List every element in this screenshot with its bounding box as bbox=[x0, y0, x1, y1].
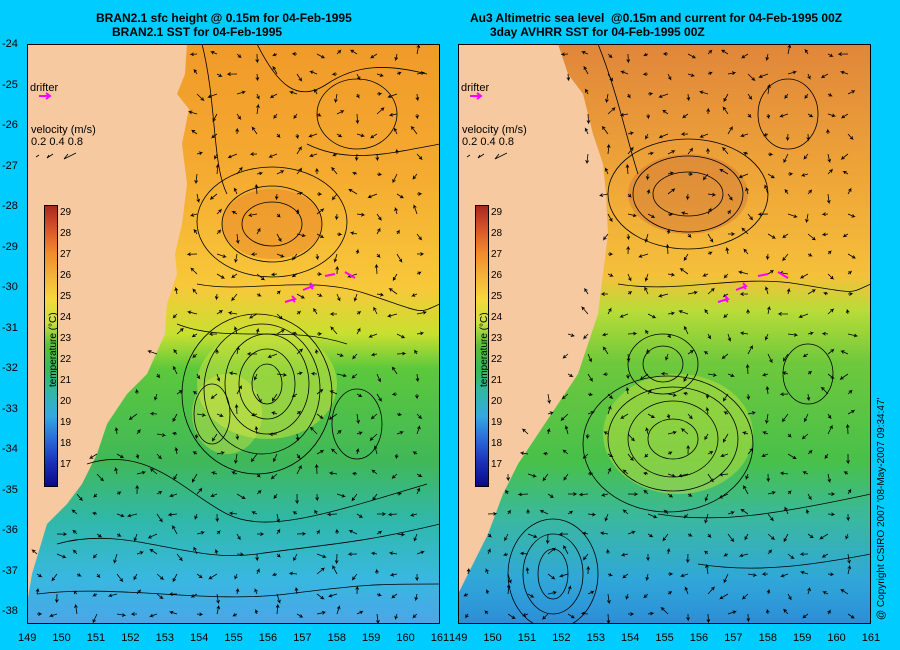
land-australia bbox=[458, 44, 608, 594]
lon-tick: 154 bbox=[190, 632, 209, 644]
left-title-line1: BRAN2.1 sfc height @ 0.15m for 04-Feb-19… bbox=[96, 11, 352, 25]
lon-tick: 155 bbox=[655, 632, 674, 644]
lon-tick: 150 bbox=[483, 632, 502, 644]
velocity-title-left: velocity (m/s) bbox=[31, 124, 96, 136]
right-title-line1: Au3 Altimetric sea level @0.15m and curr… bbox=[470, 11, 843, 25]
colorbar-tick: 29 bbox=[60, 207, 72, 218]
lat-tick: -24 bbox=[2, 38, 18, 50]
colorbar-tick: 17 bbox=[491, 459, 503, 470]
colorbar-tick: 29 bbox=[491, 207, 503, 218]
colorbar-tick: 23 bbox=[60, 333, 72, 344]
colorbar-tick: 25 bbox=[60, 291, 72, 302]
lon-tick: 158 bbox=[758, 632, 777, 644]
colorbar-tick: 25 bbox=[491, 291, 503, 302]
colorbar-tick: 27 bbox=[60, 249, 72, 260]
current-vectors bbox=[31, 44, 428, 624]
colorbar-tick: 21 bbox=[491, 375, 503, 386]
colorbar-tick: 24 bbox=[491, 312, 503, 323]
lon-tick: 155 bbox=[224, 632, 243, 644]
lat-tick: -28 bbox=[2, 200, 18, 212]
lon-tick: 161 bbox=[430, 632, 450, 644]
lon-tick: 154 bbox=[621, 632, 640, 644]
drifter-track bbox=[717, 271, 789, 303]
drifter-label-left: drifter bbox=[30, 82, 59, 94]
lat-tick: -38 bbox=[2, 605, 18, 617]
colorbar-tick: 17 bbox=[60, 459, 72, 470]
colorbar-tick: 19 bbox=[491, 417, 503, 428]
lon-tick: 152 bbox=[121, 632, 140, 644]
lon-tick: 150 bbox=[52, 632, 71, 644]
lon-tick: 152 bbox=[552, 632, 571, 644]
colorbar-tick: 22 bbox=[491, 354, 503, 365]
lon-tick: 157 bbox=[293, 632, 312, 644]
lat-tick: -33 bbox=[2, 402, 18, 415]
warm-core-ring bbox=[603, 374, 753, 494]
current-vectors bbox=[463, 44, 859, 624]
lon-tick: 159 bbox=[793, 632, 812, 644]
lat-tick: -34 bbox=[2, 443, 18, 455]
velocity-arrows-legend-right bbox=[466, 152, 508, 160]
left-map-panel bbox=[27, 44, 440, 624]
colorbar-tick: 18 bbox=[60, 438, 72, 449]
lon-tick: 151 bbox=[86, 632, 106, 644]
temperature-colorbar-right bbox=[475, 205, 489, 487]
lon-tick: 159 bbox=[362, 632, 381, 644]
lon-tick: 160 bbox=[827, 632, 846, 644]
velocity-title-right: velocity (m/s) bbox=[462, 124, 527, 136]
lat-tick: -35 bbox=[2, 483, 18, 496]
lon-tick: 161 bbox=[861, 632, 881, 644]
colorbar-tick: 26 bbox=[60, 270, 72, 281]
colorbar-tick: 20 bbox=[491, 396, 503, 407]
copyright-text: @ Copyright CSIRO 2007 '08-May-2007 09:3… bbox=[876, 397, 887, 620]
lat-tick: -27 bbox=[2, 159, 18, 172]
sea-level-contours bbox=[36, 44, 440, 598]
colorbar-tick: 28 bbox=[491, 228, 503, 239]
velocity-arrows-legend-left bbox=[35, 152, 77, 160]
lat-tick: -31 bbox=[2, 321, 18, 334]
right-title-line2: 3day AVHRR SST for 04-Feb-1995 00Z bbox=[490, 25, 705, 39]
right-map-panel bbox=[458, 44, 871, 624]
lat-tick: -32 bbox=[2, 362, 18, 374]
velocity-values-right: 0.2 0.4 0.8 bbox=[462, 136, 514, 148]
colorbar-title-left: temperature (°C) bbox=[48, 312, 59, 387]
colorbar-tick: 28 bbox=[60, 228, 72, 239]
colorbar-tick: 24 bbox=[60, 312, 72, 323]
left-title-line2: BRAN2.1 SST for 04-Feb-1995 bbox=[112, 25, 283, 39]
colorbar-tick: 27 bbox=[491, 249, 503, 260]
colorbar-tick: 26 bbox=[491, 270, 503, 281]
colorbar-tick: 21 bbox=[60, 375, 72, 386]
colorbar-tick: 22 bbox=[60, 354, 72, 365]
lon-tick: 149 bbox=[18, 632, 37, 644]
colorbar-title-right: temperature (°C) bbox=[479, 312, 490, 387]
drifter-legend-icon-right bbox=[470, 92, 483, 100]
velocity-values-left: 0.2 0.4 0.8 bbox=[31, 136, 83, 148]
drifter-label-right: drifter bbox=[461, 82, 490, 94]
drifter-track bbox=[284, 271, 356, 303]
lat-tick: -36 bbox=[2, 524, 18, 536]
lat-tick: -30 bbox=[2, 281, 18, 293]
drifter-legend-icon-left bbox=[39, 92, 52, 100]
right-map-svg bbox=[458, 44, 871, 624]
warm-eddy bbox=[222, 189, 322, 259]
lon-tick: 158 bbox=[327, 632, 346, 644]
lon-tick: 153 bbox=[155, 632, 174, 644]
land-australia bbox=[27, 44, 189, 604]
lat-tick: -26 bbox=[2, 119, 18, 131]
lon-tick: 149 bbox=[449, 632, 468, 644]
lon-tick: 151 bbox=[517, 632, 537, 644]
lon-tick: 153 bbox=[586, 632, 605, 644]
lat-tick: -37 bbox=[2, 564, 18, 577]
lon-tick: 160 bbox=[396, 632, 415, 644]
lon-tick: 156 bbox=[258, 632, 278, 644]
colorbar-tick: 23 bbox=[491, 333, 503, 344]
lon-tick: 157 bbox=[724, 632, 743, 644]
colorbar-tick: 20 bbox=[60, 396, 72, 407]
colorbar-tick: 18 bbox=[491, 438, 503, 449]
temperature-colorbar-left bbox=[44, 205, 58, 487]
lat-tick: -29 bbox=[2, 240, 18, 253]
lon-tick: 156 bbox=[689, 632, 709, 644]
lat-tick: -25 bbox=[2, 78, 18, 91]
colorbar-tick: 19 bbox=[60, 417, 72, 428]
left-map-svg bbox=[27, 44, 440, 624]
